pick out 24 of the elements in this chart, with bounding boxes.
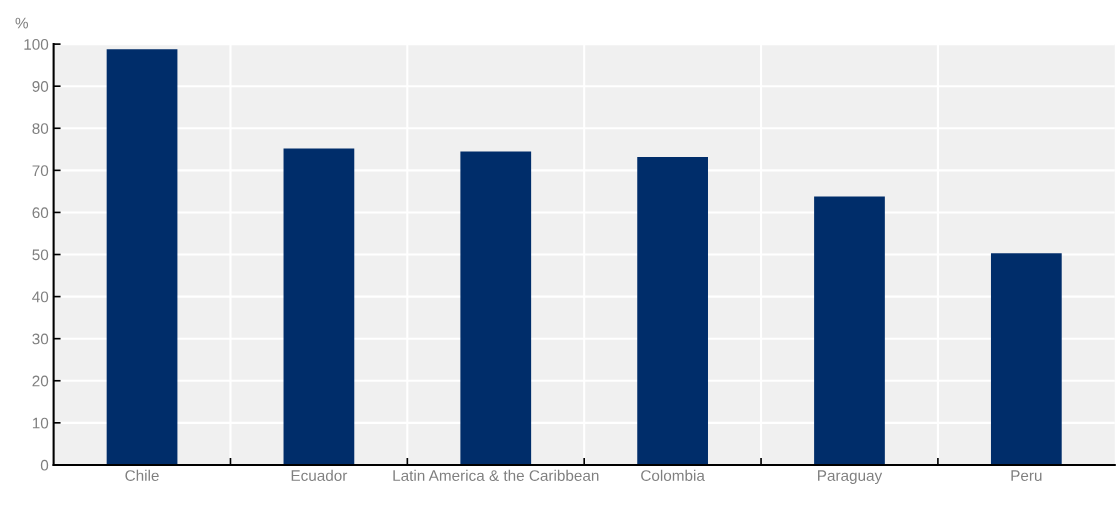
bar [990,253,1062,465]
bar [814,196,885,465]
x-tick-label: Ecuador [291,469,348,481]
bar [106,49,178,465]
y-tick-label: 70 [32,165,49,177]
bar [460,151,532,465]
y-tick-label: 30 [32,333,49,345]
bar [637,156,708,465]
bar [283,148,355,465]
x-tick-label: Peru [1011,470,1042,481]
y-tick-label: 90 [32,81,49,92]
y-tick-label: 20 [32,375,49,387]
x-tick-label: Latin America & the Caribbean [393,469,599,481]
y-tick-label: 40 [32,291,49,303]
y-tick-label: 0 [40,459,49,471]
y-tick-label: 50 [32,249,49,261]
y-axis-title: % [15,17,29,29]
y-tick-label: 10 [32,417,49,429]
y-tick-label: 100 [24,38,49,50]
y-tick-label: 60 [32,207,49,219]
x-tick-label: Colombia [641,469,705,481]
x-tick-label: Paraguay [818,470,883,485]
y-tick-label: 80 [32,123,49,134]
x-tick-label: Chile [125,469,159,481]
